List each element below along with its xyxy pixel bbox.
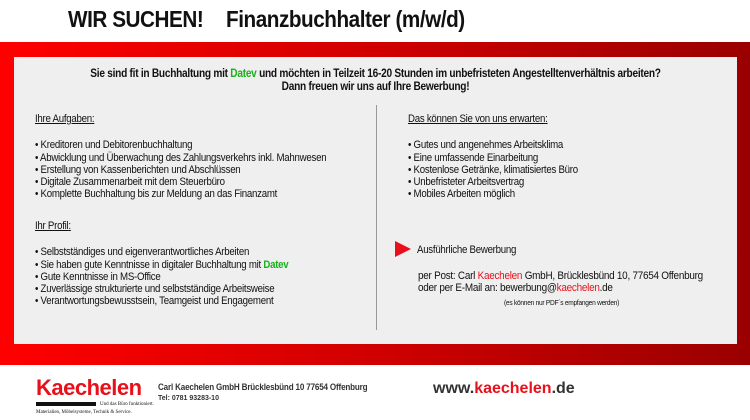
bewerbung-details: per Post: Carl Kaechelen GmbH, Brücklesb…	[418, 270, 703, 295]
column-divider	[376, 105, 377, 330]
list-item: Abwicklung und Überwachung des Zahlungsv…	[35, 152, 327, 164]
kaechelen-logo: Kaechelen Und das Büro funktioniert. Mat…	[18, 375, 154, 419]
list-item: Mobiles Arbeiten möglich	[408, 188, 578, 200]
colon: :	[545, 113, 548, 125]
arrow-icon	[395, 241, 411, 257]
website-link[interactable]: www.kaechelen.de	[433, 380, 575, 398]
list-item: Komplette Buchhaltung bis zur Meldung an…	[35, 188, 326, 200]
angebot-heading: Das können Sie von uns erwarten	[408, 113, 546, 125]
angebot-section: Das können Sie von uns erwarten: Gutes u…	[408, 113, 578, 201]
list-item: Kreditoren und Debitorenbuchhaltung	[35, 139, 326, 151]
bewerbung-heading: Ausführliche Bewerbung	[417, 244, 517, 256]
list-item: Selbstständiges und eigenverantwortliche…	[35, 246, 288, 258]
list-item: Erstellung von Kassenberichten und Absch…	[35, 164, 326, 176]
www-text: .de	[551, 380, 575, 397]
intro-line2: Dann freuen wir uns auf Ihre Bewerbung!	[281, 81, 470, 93]
aufgaben-section: Ihre Aufgaben: Kreditoren und Debitorenb…	[35, 113, 327, 201]
list-item: Eine umfassende Einarbeitung	[408, 152, 578, 164]
footer-address: Carl Kaechelen GmbH Brücklesbünd 10 7765…	[158, 382, 368, 393]
list-item: Unbefristeter Arbeitsvertrag	[408, 176, 578, 188]
list-item: Kostenlose Getränke, klimatisiertes Büro	[408, 164, 579, 176]
logo-slogan: Und das Büro funktioniert.	[100, 402, 154, 407]
intro-text: Sie sind fit in Buchhaltung mit	[90, 68, 231, 80]
list-item: Gute Kenntnisse in MS-Office	[35, 271, 288, 283]
logo-bar	[36, 402, 96, 406]
post-text: GmbH, Brücklesbünd 10, 77654 Offenburg	[522, 270, 704, 282]
list-item: Gutes und angenehmes Arbeitsklima	[408, 139, 578, 151]
colon: :	[91, 113, 95, 125]
aufgaben-heading: Ihre Aufgaben	[35, 113, 92, 125]
header-title-left: WIR SUCHEN!	[68, 6, 204, 32]
intro-text: und möchten in Teilzeit 16-20 Stunden im…	[256, 68, 661, 80]
datev-highlight: Datev	[263, 258, 289, 271]
profil-section: Ihr Profil: Selbstständiges und eigenver…	[35, 220, 289, 308]
mail-text: .de	[599, 282, 613, 295]
list-item: Zuverlässige strukturierte und selbststä…	[35, 283, 288, 295]
mail-text: oder per E-Mail an: bewerbung@	[418, 282, 557, 295]
header-title-right: Finanzbuchhalter (m/w/d)	[226, 6, 465, 32]
profil-heading: Ihr Profil	[35, 220, 69, 232]
list-item: Sie haben gute Kenntnisse in digitaler B…	[35, 258, 289, 271]
content-panel: Sie sind fit in Buchhaltung mit Datev un…	[14, 57, 737, 344]
www-text: www.	[433, 380, 475, 397]
post-text: per Post: Carl	[418, 270, 478, 282]
datev-highlight: Datev	[230, 68, 257, 80]
footer-tel: Tel: 0781 93283-10	[158, 395, 219, 402]
company-highlight: Kaechelen	[477, 270, 523, 282]
header: WIR SUCHEN! Finanzbuchhalter (m/w/d)	[0, 0, 750, 42]
list-item: Verantwortungsbewusstsein, Teamgeist und…	[35, 295, 288, 307]
intro: Sie sind fit in Buchhaltung mit Datev un…	[57, 68, 693, 94]
list-item-text: Sie haben gute Kenntnisse in digitaler B…	[40, 258, 264, 271]
logo-slogan: Materialien, Möbelsysteme, Technik & Ser…	[36, 410, 132, 415]
company-highlight: kaechelen	[556, 282, 600, 295]
colon: :	[68, 220, 71, 232]
footer: Kaechelen Und das Büro funktioniert. Mat…	[0, 375, 750, 420]
logo-text: Kaechelen	[36, 375, 142, 400]
pdf-note: (es können nur PDF´s empfangen werden)	[504, 298, 620, 307]
list-item: Digitale Zusammenarbeit mit dem Steuerbü…	[35, 176, 326, 188]
www-text: kaechelen	[474, 380, 552, 397]
